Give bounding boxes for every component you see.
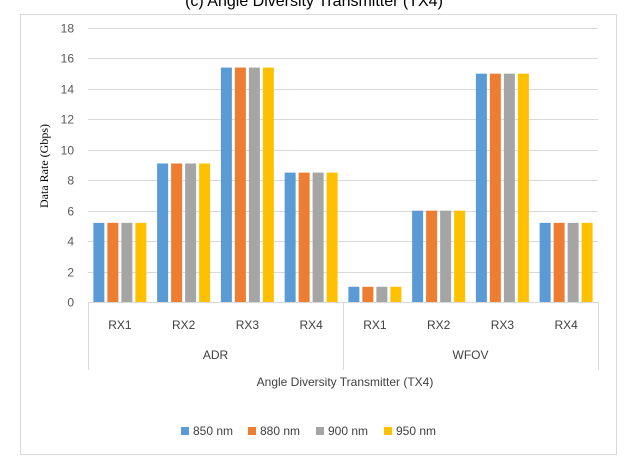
x-axis-title: Angle Diversity Transmitter (TX4) — [257, 375, 434, 389]
bar — [539, 222, 551, 302]
bar — [157, 163, 169, 302]
x-category-label: RX3 — [236, 318, 260, 332]
bar — [390, 286, 402, 302]
bar — [489, 73, 501, 303]
y-tick-label: 6 — [67, 205, 74, 219]
y-tick-label: 18 — [61, 22, 75, 36]
x-group-label: ADR — [203, 348, 229, 362]
x-category-label: RX3 — [491, 318, 515, 332]
bar — [475, 73, 487, 303]
x-category-label: RX1 — [108, 318, 132, 332]
y-tick-label: 10 — [61, 144, 75, 158]
bar — [298, 172, 310, 302]
legend-swatch — [181, 427, 189, 435]
legend-swatch — [316, 427, 324, 435]
legend-label: 950 nm — [396, 424, 436, 438]
y-tick-label: 4 — [67, 235, 74, 249]
y-tick-label: 12 — [61, 113, 75, 127]
legend-swatch — [384, 427, 392, 435]
bar — [93, 222, 105, 302]
legend-label: 900 nm — [328, 424, 368, 438]
legend-label: 880 nm — [260, 424, 300, 438]
x-category-label: RX4 — [554, 318, 578, 332]
x-category-label: RX4 — [299, 318, 323, 332]
bar — [567, 222, 579, 302]
bars — [93, 67, 593, 303]
x-group-label: WFOV — [453, 348, 489, 362]
bar — [454, 210, 466, 302]
legend-label: 850 nm — [193, 424, 233, 438]
bar — [262, 67, 274, 302]
x-category-label: RX2 — [172, 318, 196, 332]
bar — [581, 222, 593, 302]
chart-title: (c) Angle Diversity Transmitter (TX4) — [185, 0, 443, 10]
y-axis-title: Data Rate (Gbps) — [37, 124, 51, 208]
bar — [503, 73, 515, 303]
bar — [312, 172, 324, 302]
y-tick-label: 0 — [67, 296, 74, 310]
bar — [135, 222, 147, 302]
bar — [426, 210, 438, 302]
bar — [284, 172, 296, 302]
y-tick-label: 8 — [67, 174, 74, 188]
bar — [248, 67, 260, 302]
bar — [121, 222, 133, 302]
bar — [234, 67, 246, 302]
bar — [199, 163, 211, 302]
y-tick-labels: 0 2 4 6 8 10 12 14 16 18 — [61, 22, 75, 310]
legend: 850 nm 880 nm 900 nm 950 nm — [181, 424, 436, 438]
bar — [348, 286, 360, 302]
legend-swatch — [248, 427, 256, 435]
x-category-label: RX2 — [427, 318, 451, 332]
bar — [171, 163, 183, 302]
y-tick-label: 16 — [61, 52, 75, 66]
bar — [553, 222, 565, 302]
bar — [107, 222, 119, 302]
x-category-label: RX1 — [363, 318, 387, 332]
y-tick-label: 14 — [61, 83, 75, 97]
bar — [185, 163, 197, 302]
x-axis: RX1 RX2 RX3 RX4 RX1 RX2 RX3 RX4 ADR WFOV — [88, 302, 599, 370]
bar — [412, 210, 424, 302]
bar — [362, 286, 374, 302]
bar — [440, 210, 452, 302]
bar — [326, 172, 338, 302]
bar — [376, 286, 388, 302]
bar — [220, 67, 232, 302]
bar — [517, 73, 529, 303]
y-tick-label: 2 — [67, 266, 74, 280]
